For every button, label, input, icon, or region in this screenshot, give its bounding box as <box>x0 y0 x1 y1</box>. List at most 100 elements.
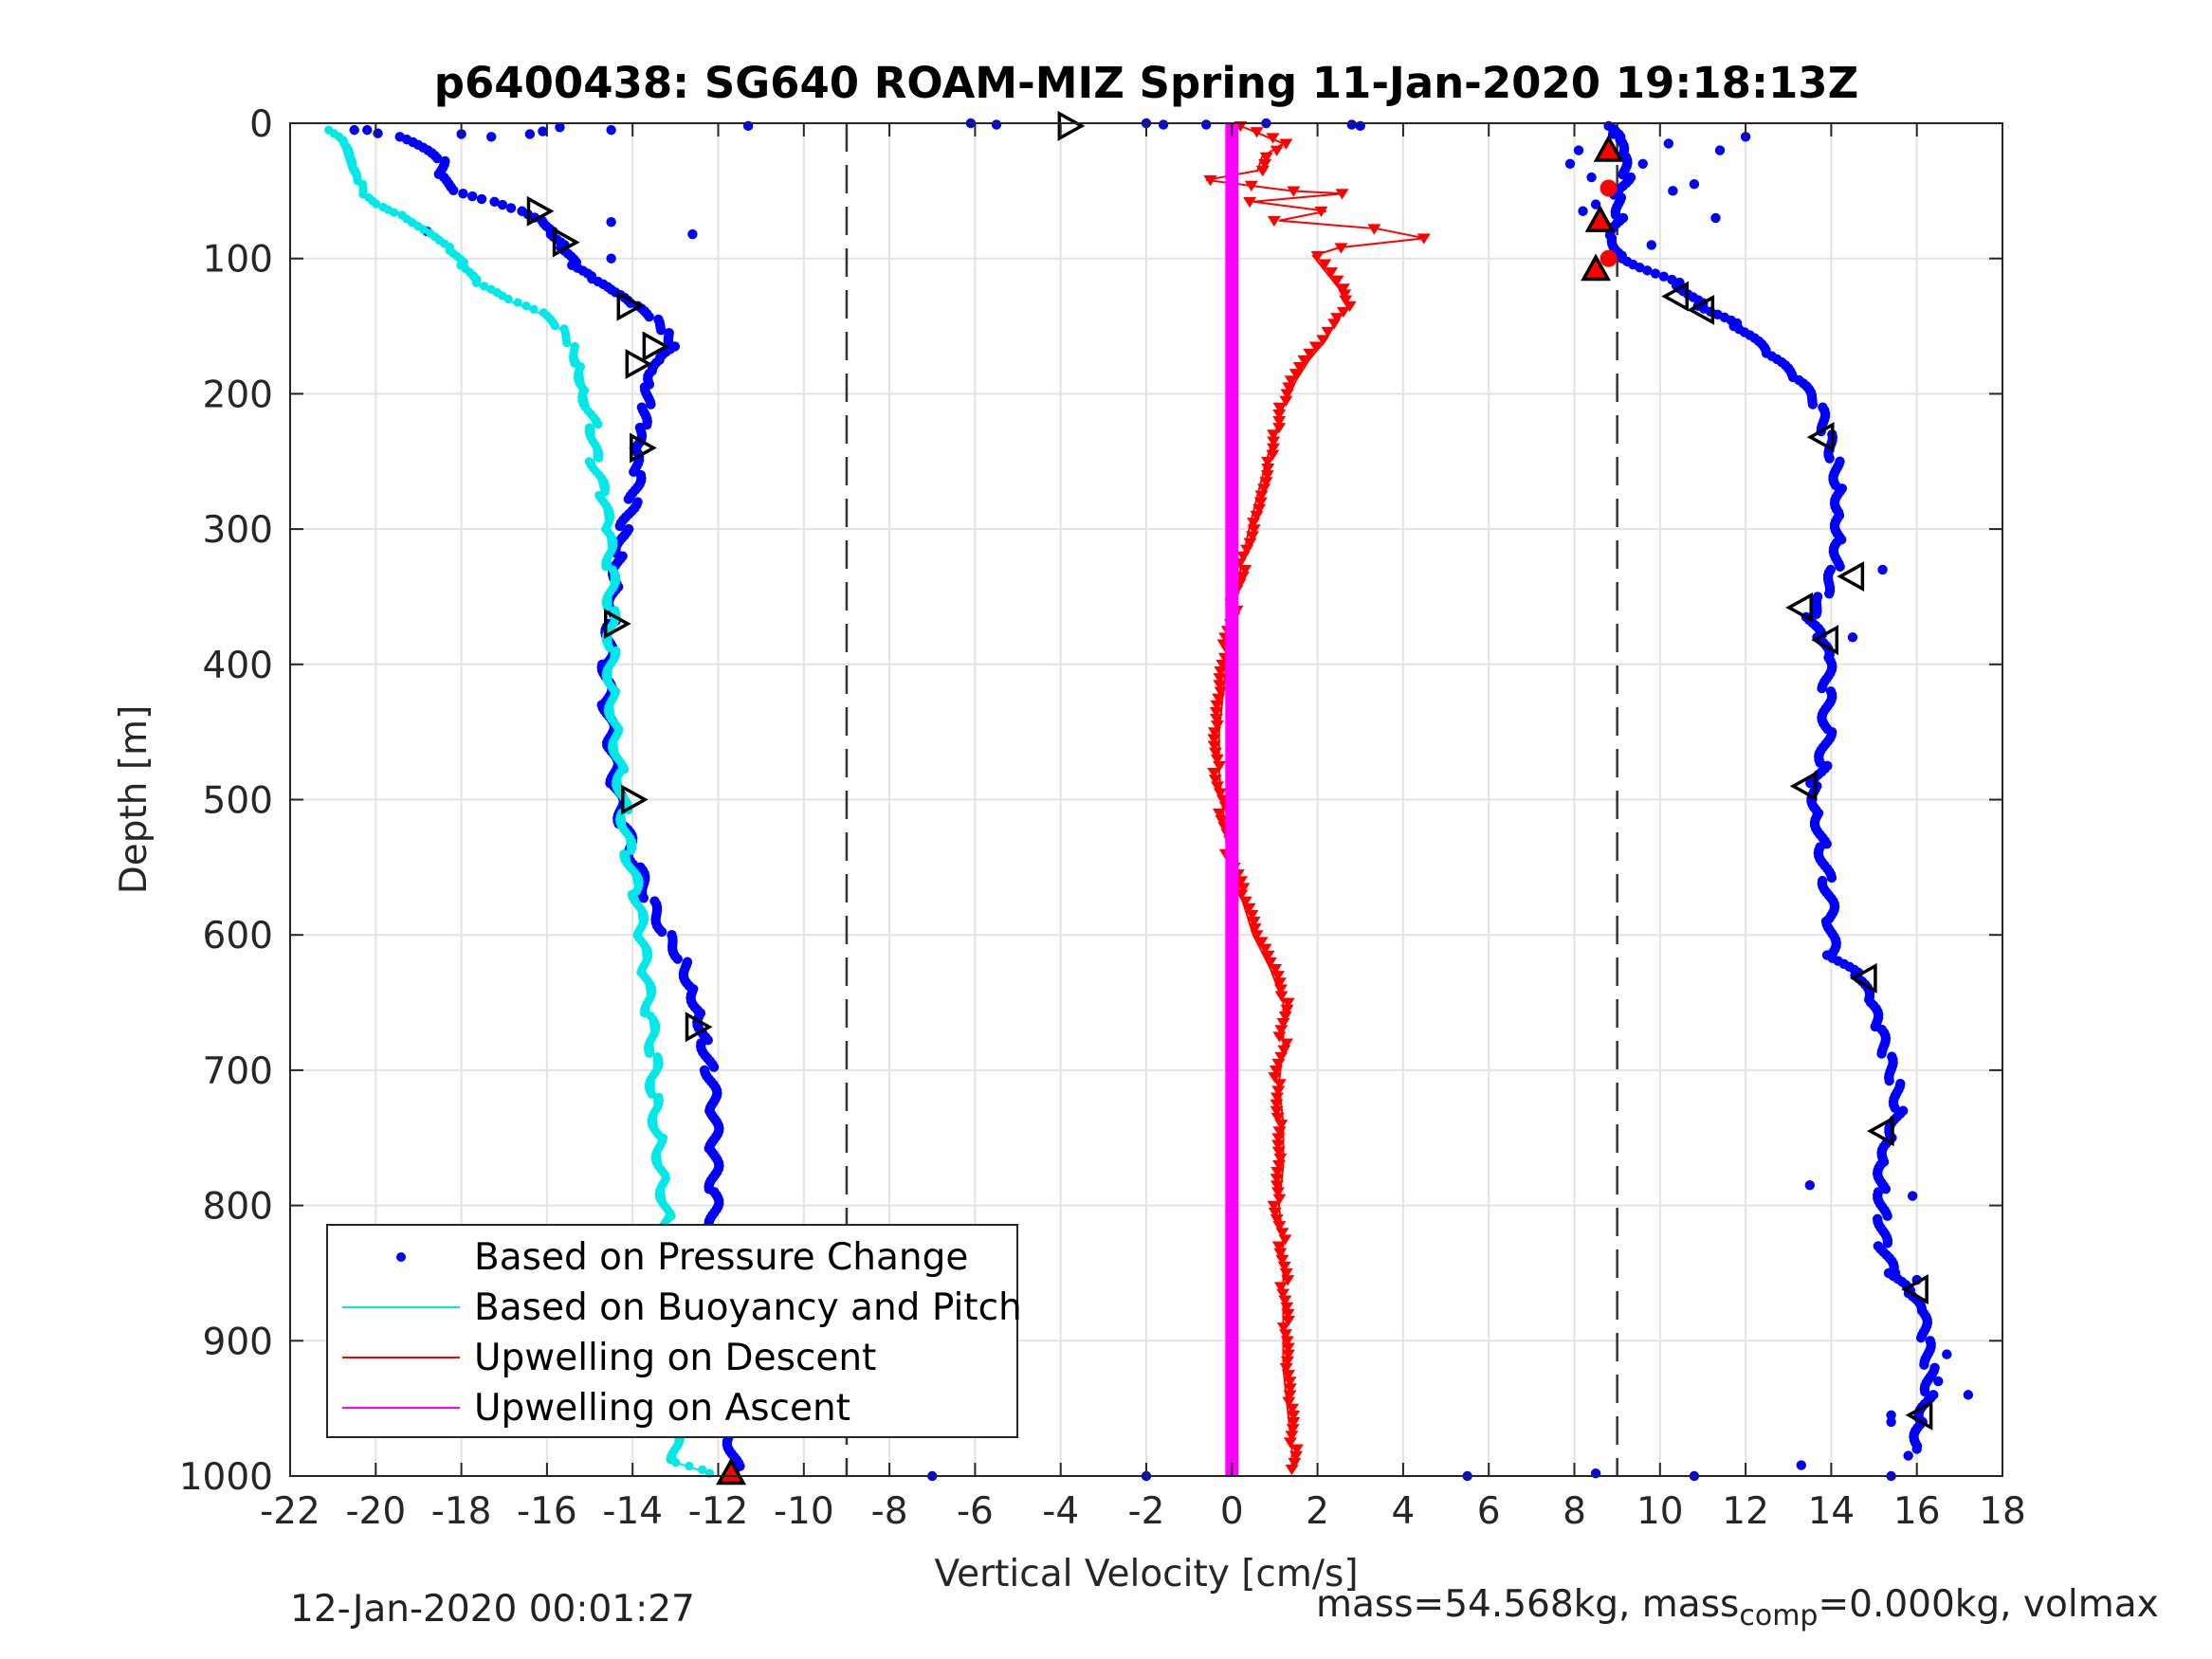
x-tick-label: 14 <box>1808 1490 1856 1533</box>
buoyancy-pitch-point <box>419 225 429 234</box>
upwelling-descent-point <box>1270 1174 1284 1185</box>
upwelling-descent-point <box>1308 341 1323 353</box>
pressure-change-point <box>497 199 508 210</box>
pressure-change-point <box>656 325 667 336</box>
upwelling-descent-point <box>1314 206 1328 218</box>
pressure-change-point <box>1201 119 1212 130</box>
upwelling-descent-point <box>1270 1213 1284 1226</box>
upwelling-descent-point <box>1245 909 1259 921</box>
pressure-change-point <box>646 399 656 410</box>
x-tick-label: -4 <box>1042 1490 1079 1533</box>
pressure-change-point <box>1826 872 1837 884</box>
buoyancy-pitch-point <box>390 208 399 217</box>
buoyancy-pitch-point <box>698 1465 707 1474</box>
pressure-change-point <box>1804 1179 1816 1191</box>
pressure-change-point <box>1963 1390 1974 1400</box>
upwelling-descent-point <box>1207 768 1221 779</box>
upwelling-descent-point <box>1212 808 1226 820</box>
upwelling-descent-point <box>1281 1342 1295 1354</box>
upwelling-descent-point <box>1236 883 1251 894</box>
legend-label: Upwelling on Descent <box>474 1337 876 1379</box>
upwelling-descent-point <box>1236 551 1251 562</box>
upwelling-descent-point <box>1267 429 1281 441</box>
open-triangle-marker <box>1687 294 1715 325</box>
upwelling-descent-point <box>1271 1092 1285 1103</box>
upwelling-descent-point <box>1274 1120 1289 1131</box>
buoyancy-pitch-point <box>594 453 604 463</box>
upwelling-descent-point <box>1252 503 1267 515</box>
upwelling-descent-point <box>1289 1450 1303 1462</box>
pressure-change-point <box>373 128 383 138</box>
upwelling-descent-point <box>1270 1105 1284 1118</box>
upwelling-descent-point <box>1258 158 1272 171</box>
red-dot-marker <box>1600 249 1618 267</box>
y-tick-label: 800 <box>203 1186 273 1229</box>
buoyancy-pitch-point <box>594 419 603 429</box>
pressure-change-point <box>1607 129 1618 139</box>
upwelling-descent-point <box>1338 289 1352 301</box>
upwelling-descent-point <box>1271 1058 1286 1070</box>
open-triangle-marker <box>1837 561 1865 592</box>
buoyancy-pitch-point <box>605 643 614 652</box>
open-triangle-marker <box>1806 422 1835 453</box>
pressure-change-point <box>489 196 500 207</box>
upwelling-descent-point <box>1310 250 1325 263</box>
upwelling-descent-point <box>1246 531 1260 542</box>
pressure-change-point <box>1668 186 1678 196</box>
upwelling-descent-point <box>1286 1424 1300 1435</box>
legend-label: Based on Buoyancy and Pitch <box>474 1286 1022 1329</box>
red-dot-marker <box>1600 179 1618 197</box>
x-tick-label: -8 <box>871 1490 908 1533</box>
pressure-change-point <box>606 253 616 264</box>
upwelling-descent-point <box>1275 1254 1289 1266</box>
upwelling-descent-point <box>1213 760 1227 773</box>
upwelling-descent-point <box>1250 930 1264 941</box>
pressure-change-point <box>1933 1376 1944 1387</box>
pressure-change-point <box>362 124 373 136</box>
pressure-change-point <box>466 191 478 202</box>
pressure-change-point <box>1817 683 1827 694</box>
mass-text: mass=54.568kg, mass <box>1316 1583 1740 1626</box>
pressure-change-point <box>644 311 654 322</box>
legend-swatch <box>396 1252 406 1262</box>
pressure-change-point <box>1886 1416 1896 1428</box>
upwelling-descent-point <box>1367 224 1381 235</box>
upwelling-descent-point <box>1271 1241 1286 1252</box>
upwelling-descent-point <box>1287 186 1301 197</box>
upwelling-descent-point <box>1273 1248 1288 1259</box>
upwelling-descent-point <box>1281 1275 1295 1286</box>
upwelling-descent-point <box>1281 1308 1295 1321</box>
upwelling-descent-point <box>1209 713 1223 725</box>
upwelling-descent-point <box>1330 313 1344 324</box>
upwelling-descent-point <box>1244 180 1258 191</box>
pressure-change-point <box>524 129 536 139</box>
pressure-change-point <box>1346 119 1357 130</box>
upwelling-descent-point <box>1287 1410 1301 1422</box>
x-tick-label: -20 <box>345 1490 406 1533</box>
upwelling-descent-point <box>1267 215 1281 228</box>
upwelling-descent-point <box>1289 369 1303 380</box>
x-tick-label: 18 <box>1979 1490 2026 1533</box>
red-triangle-marker <box>1581 253 1612 282</box>
upwelling-descent-point <box>1213 673 1227 684</box>
upwelling-descent-point <box>1283 1383 1297 1395</box>
upwelling-descent-point <box>1334 243 1348 254</box>
upwelling-descent-point <box>1268 1207 1282 1219</box>
upwelling-descent-point <box>1272 416 1287 428</box>
axis-ticks: -22 -20 -18 -16 -14 -12 -10 -8 -6 -4 -2 0 2 4 6 8 10 12 14… <box>179 103 2026 1533</box>
upwelling-descent-point <box>1210 720 1224 732</box>
upwelling-descent-point <box>1281 1315 1295 1327</box>
buoyancy-pitch-point <box>550 320 559 331</box>
upwelling-descent-point <box>1271 1085 1286 1097</box>
y-tick-label: 900 <box>203 1321 273 1363</box>
upwelling-descent-point <box>1259 477 1273 488</box>
x-tick-label: 12 <box>1722 1490 1769 1533</box>
upwelling-descent-point <box>1210 754 1224 765</box>
buoyancy-pitch-point <box>685 1461 694 1471</box>
upwelling-descent-point <box>1285 1464 1299 1476</box>
open-triangle-marker <box>1661 281 1690 312</box>
pressure-change-point <box>448 185 459 195</box>
legend-box <box>326 1224 1018 1438</box>
x-tick-label: 10 <box>1636 1490 1684 1533</box>
footer-timestamp: 12-Jan-2020 00:01:27 <box>290 1588 695 1631</box>
